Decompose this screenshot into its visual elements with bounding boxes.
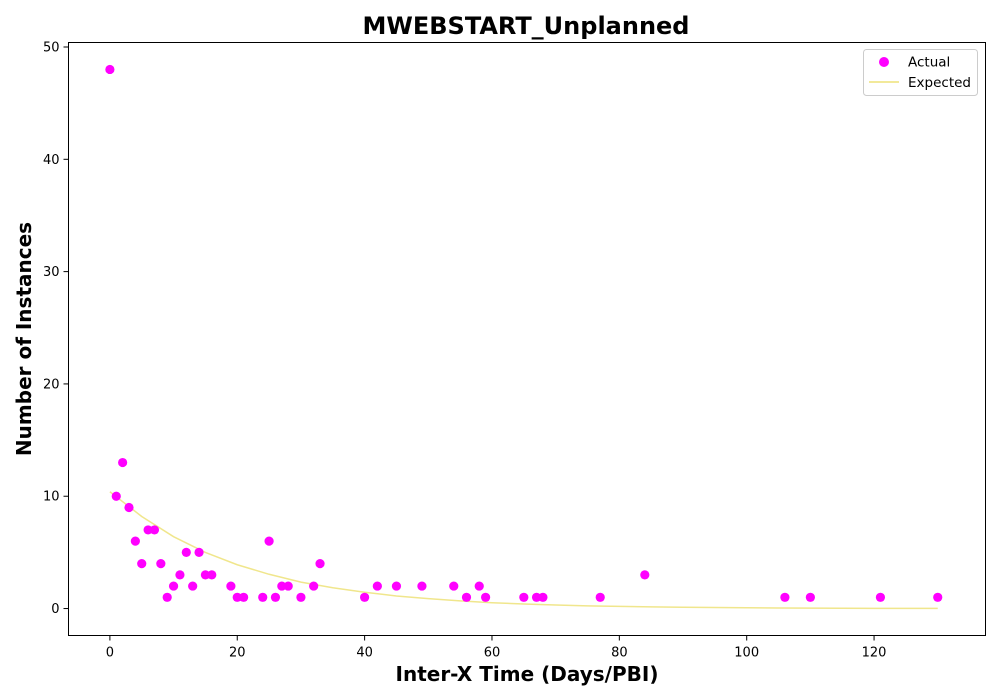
actual-point	[283, 581, 293, 591]
actual-point	[264, 536, 274, 546]
actual-point	[149, 525, 160, 535]
actual-point	[168, 581, 179, 591]
actual-point	[175, 570, 185, 580]
actual-point	[270, 592, 281, 602]
actual-point	[595, 592, 605, 602]
x-tick-label: 40	[356, 646, 373, 661]
actual-point	[200, 570, 211, 580]
chart-title: MWEBSTART_Unplanned	[363, 12, 690, 40]
actual-point	[258, 592, 268, 602]
legend: Actual Expected	[863, 49, 978, 96]
x-tick-label: 60	[484, 646, 501, 661]
actual-point	[130, 536, 140, 546]
actual-point	[474, 581, 484, 591]
actual-point	[538, 592, 548, 602]
actual-point	[162, 592, 172, 602]
actual-point	[118, 457, 128, 468]
plot-area	[68, 42, 986, 636]
actual-point	[239, 592, 249, 602]
actual-point	[417, 581, 427, 591]
y-tick-label: 20	[43, 377, 60, 392]
actual-point	[143, 525, 153, 535]
expected-curve	[109, 491, 938, 610]
actual-point	[181, 547, 191, 557]
actual-point	[933, 592, 943, 602]
y-tick-label: 0	[51, 602, 59, 617]
actual-point	[461, 592, 472, 602]
y-tick-label: 40	[43, 153, 60, 168]
actual-point	[156, 559, 166, 569]
actual-point	[531, 592, 542, 602]
actual-point	[449, 581, 459, 591]
legend-actual-label: Actual	[908, 55, 950, 71]
y-tick-label: 30	[43, 265, 60, 280]
actual-point	[207, 570, 217, 580]
x-tick-label: 120	[862, 646, 887, 661]
actual-point	[137, 559, 147, 569]
x-tick-label: 20	[229, 646, 246, 661]
actual-point	[805, 592, 815, 602]
actual-point	[372, 581, 382, 591]
y-axis: 0 10 20 30 40 50	[43, 40, 69, 617]
expected-series	[109, 491, 938, 610]
y-tick-label: 10	[43, 490, 60, 505]
actual-point	[296, 592, 306, 602]
actual-point	[194, 547, 204, 557]
actual-point	[391, 581, 402, 591]
y-axis-label: Number of Instances	[12, 222, 36, 456]
actual-point	[315, 559, 325, 569]
actual-point	[232, 592, 242, 602]
actual-point	[226, 581, 236, 591]
y-tick-label: 50	[43, 40, 60, 55]
actual-point	[875, 592, 886, 602]
x-axis-label: Inter-X Time (Days/PBI)	[396, 662, 659, 686]
actual-point	[105, 64, 115, 75]
actual-point	[640, 570, 650, 580]
actual-point	[780, 592, 790, 602]
legend-actual-marker	[879, 57, 889, 67]
x-tick-label: 100	[734, 646, 759, 661]
actual-point	[309, 581, 319, 591]
x-tick-label: 80	[611, 646, 628, 661]
x-axis: 0 20 40 60 80 100 120	[106, 635, 887, 661]
actual-point	[188, 581, 198, 591]
actual-point	[111, 491, 121, 501]
actual-point	[519, 592, 529, 602]
actual-series	[105, 64, 943, 602]
actual-point	[277, 581, 287, 591]
actual-point	[360, 592, 370, 602]
actual-point	[481, 592, 491, 602]
legend-expected-label: Expected	[908, 75, 971, 91]
actual-point	[124, 502, 134, 513]
plot-frame	[68, 42, 986, 636]
x-tick-label: 0	[106, 646, 114, 661]
legend-box	[863, 49, 978, 96]
